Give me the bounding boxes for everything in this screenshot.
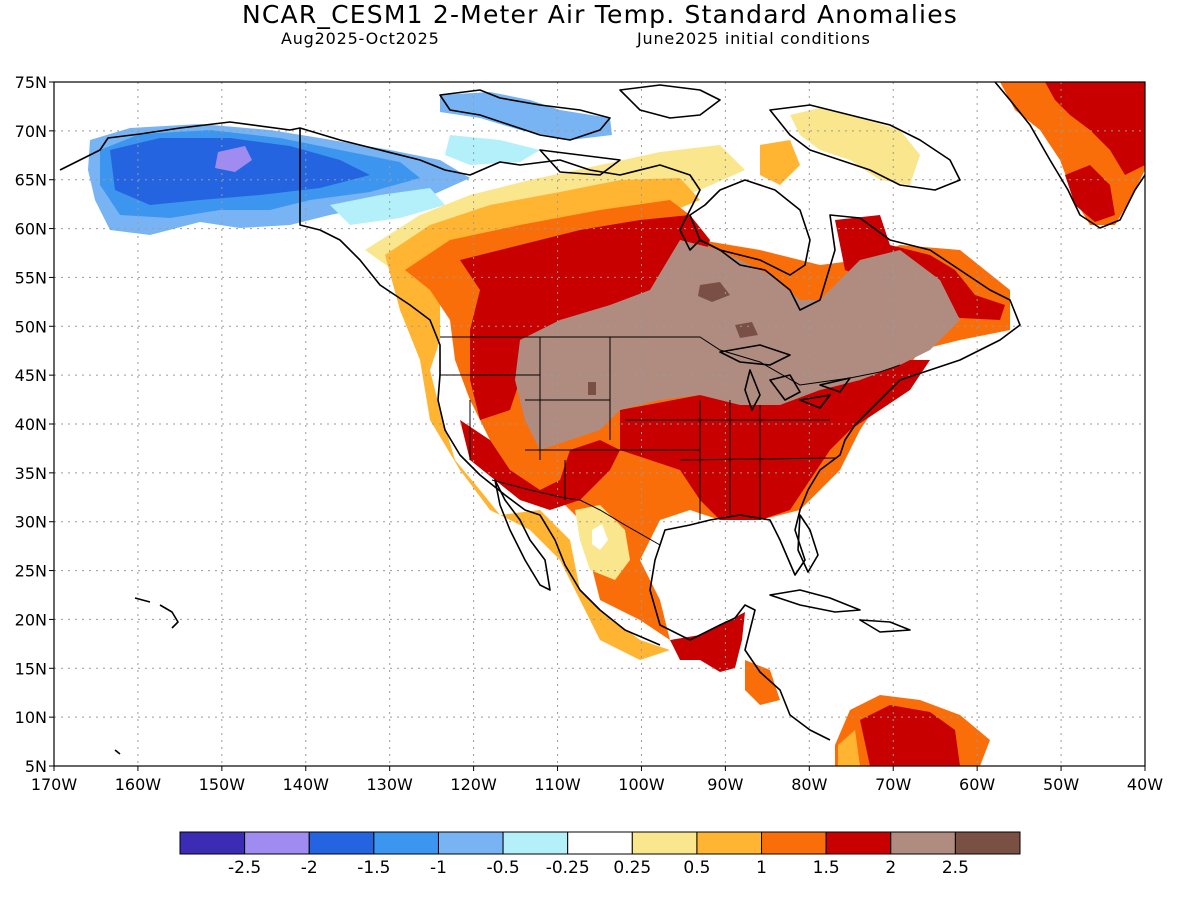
colorbar-label: 0.25 — [613, 858, 651, 878]
lon-tick-label: 120W — [450, 775, 497, 794]
anomaly-greenland-red — [1045, 82, 1145, 175]
anomaly-sa-yellow — [838, 730, 860, 766]
border-us-canada — [440, 336, 901, 386]
lat-tick-label: 5N — [25, 757, 47, 776]
anomaly-mexico-white — [592, 524, 608, 550]
lat-tick-label: 25N — [15, 562, 47, 581]
colorbar-swatch — [631, 831, 698, 855]
lat-tick-label: 20N — [15, 610, 47, 629]
colorbar-swatch — [890, 831, 956, 855]
anomaly-red-east — [620, 360, 930, 520]
anomaly-arctic-pale — [445, 135, 540, 165]
coastlines — [59, 82, 1145, 755]
lat-tick-label: 45N — [15, 366, 47, 385]
anomaly-red-southwest — [460, 420, 620, 510]
colorbar-label: 2 — [885, 858, 896, 878]
colorbar-swatch — [954, 831, 1021, 855]
lat-tick-label: 30N — [15, 513, 47, 532]
lon-tick-label: 150W — [199, 775, 246, 794]
anomaly-central-america-red — [670, 612, 745, 672]
lat-tick-label: 70N — [15, 122, 47, 141]
border-us-mexico — [491, 479, 661, 546]
forecast-period: Aug2025-Oct2025 — [281, 29, 440, 48]
coastline-alaska — [59, 121, 1021, 741]
coastline-baja — [494, 479, 551, 591]
colorbar-swatch — [825, 831, 892, 855]
colorbar-swatch — [308, 831, 375, 855]
lat-tick-label: 35N — [15, 464, 47, 483]
colorbar-swatch — [567, 831, 633, 855]
colorbar-swatch — [179, 831, 246, 855]
colorbar-swatch — [761, 831, 827, 855]
colorbar-label: 1 — [756, 858, 767, 878]
colorbar-label: -0.5 — [486, 858, 519, 878]
anomaly-alaska-purple — [215, 146, 252, 172]
coastline-greenland — [994, 82, 1145, 229]
lat-tick-label: 55N — [15, 268, 47, 287]
colorbar-label: 1.5 — [813, 858, 840, 878]
colorbar-swatch — [437, 831, 504, 855]
colorbar-swatch — [373, 831, 439, 855]
anomaly-alaska-pale — [330, 188, 445, 225]
lon-tick-label: 130W — [367, 775, 414, 794]
coastline-hudson-bay — [689, 179, 811, 276]
colorbar-label: -1.5 — [357, 858, 390, 878]
colorbar-label: -2.5 — [228, 858, 261, 878]
colorbar-swatch — [244, 831, 310, 855]
colorbar-label: -2 — [301, 858, 318, 878]
lon-tick-label: 70W — [875, 775, 911, 794]
border-states — [440, 337, 836, 520]
colorbar: -2.5 -2 -1.5 -1 -0.5 -0.25 0.25 0.5 1 1.5 2 2.5 — [179, 831, 1021, 878]
anomaly-arctic-blue — [440, 92, 612, 140]
lat-tick-label: 15N — [15, 659, 47, 678]
anomaly-darkbrown-1 — [698, 282, 730, 302]
coastline-arctic-islands — [439, 84, 721, 176]
map-title: NCAR_CESM1 2-Meter Air Temp. Standard An… — [241, 0, 959, 29]
colorbar-label: 2.5 — [942, 858, 969, 878]
lat-tick-label: 50N — [15, 317, 47, 336]
lat-tick-label: 60N — [15, 220, 47, 239]
coastline-baffin — [769, 104, 961, 191]
lon-tick-label: 160W — [115, 775, 162, 794]
coastline-hawaii-bits — [114, 597, 179, 755]
colorbar-label: -0.25 — [546, 858, 590, 878]
lat-tick-label: 75N — [15, 73, 47, 92]
lon-tick-label: 50W — [1043, 775, 1079, 794]
lat-tick-label: 40N — [15, 415, 47, 434]
map-axes: 75N 70N 65N 60N 55N 50N 45N 40N 35N 30N 25N 20N 15N 1… — [15, 73, 1164, 794]
lon-tick-label: 40W — [1127, 775, 1163, 794]
colorbar-swatch — [502, 831, 569, 855]
colorbar-swatch — [696, 831, 763, 855]
anomaly-baffin-orange — [760, 140, 800, 185]
lat-tick-label: 10N — [15, 708, 47, 727]
anomaly-brown-north — [515, 240, 960, 450]
lon-tick-label: 90W — [707, 775, 743, 794]
anomaly-baffin-yellow — [790, 108, 920, 185]
initial-conditions: June2025 initial conditions — [637, 29, 871, 48]
colorbar-label: 0.5 — [683, 858, 710, 878]
anomaly-sa-red — [860, 705, 960, 766]
coastline-florida-cuba — [769, 514, 911, 633]
anomaly-central-america-orange — [745, 660, 780, 705]
colorbar-label: -1 — [430, 858, 447, 878]
lon-tick-label: 80W — [791, 775, 827, 794]
coastline-great-lakes — [719, 344, 851, 411]
political-borders — [299, 128, 901, 546]
anomaly-alaska-blue — [110, 138, 370, 205]
anomaly-darkbrown-3 — [588, 382, 596, 395]
lon-tick-label: 60W — [959, 775, 995, 794]
coastline-west-america — [299, 128, 661, 646]
graticule — [54, 82, 1145, 766]
lat-tick-label: 65N — [15, 171, 47, 190]
lon-tick-label: 140W — [283, 775, 330, 794]
lon-tick-label: 100W — [618, 775, 665, 794]
lon-tick-label: 110W — [534, 775, 581, 794]
lon-tick-label: 170W — [31, 775, 78, 794]
